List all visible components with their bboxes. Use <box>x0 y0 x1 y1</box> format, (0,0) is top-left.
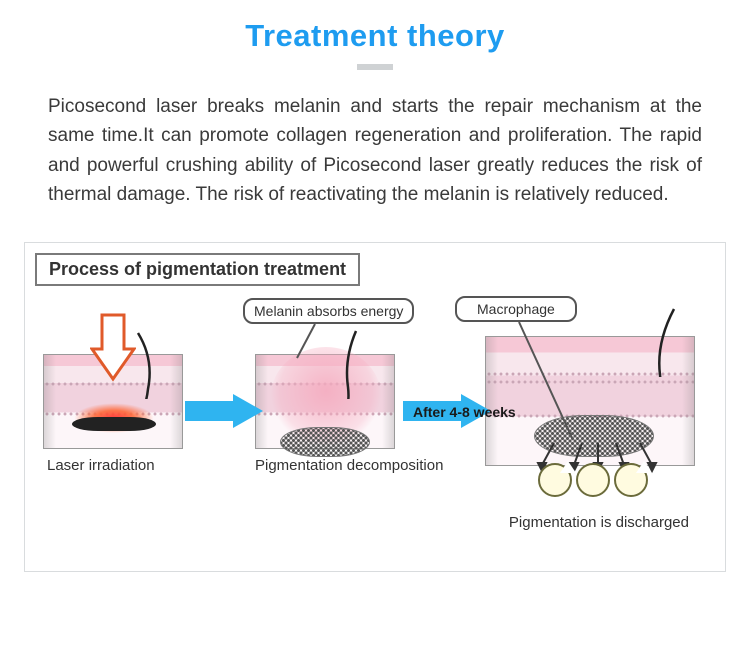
page-title: Treatment theory <box>0 18 750 54</box>
skin-tile <box>43 354 183 449</box>
stage-caption: Pigmentation is discharged <box>485 514 695 531</box>
callout-pointer-icon <box>513 320 593 450</box>
stages-container: Melanin absorbs energy Macrophage After … <box>35 294 715 554</box>
stage-1: Laser irradiation <box>43 354 183 474</box>
particles-icon <box>280 427 370 457</box>
diagram-title: Process of pigmentation treatment <box>35 253 360 286</box>
callout-pointer-icon <box>295 322 345 372</box>
heading-wrap: Treatment theory <box>0 0 750 70</box>
callout-macrophage: Macrophage <box>455 296 577 322</box>
laser-arrow-icon <box>90 313 136 383</box>
callout-melanin: Melanin absorbs energy <box>243 298 414 324</box>
arrow-right-icon <box>185 394 265 428</box>
melanin-spot-icon <box>72 417 156 431</box>
stage-caption: Laser irradiation <box>47 457 183 474</box>
process-diagram: Process of pigmentation treatment Melani… <box>24 242 726 572</box>
body-paragraph: Picosecond laser breaks melanin and star… <box>0 70 750 220</box>
stage-caption: Pigmentation decomposition <box>255 457 443 474</box>
arrow-label: After 4-8 weeks <box>413 404 516 420</box>
